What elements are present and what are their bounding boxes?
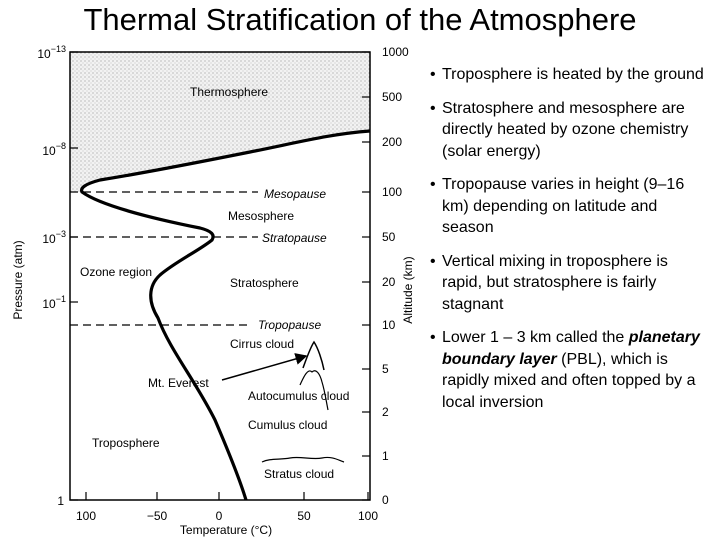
temperature-tick-labels: 100 −50 0 50 100 bbox=[76, 509, 378, 523]
label-autocumulus-cloud: Autocumulus cloud bbox=[248, 389, 349, 403]
temperature-ticks bbox=[85, 492, 369, 500]
temperature-profile bbox=[80, 129, 371, 501]
temperature-axis-label: Temperature (°C) bbox=[180, 523, 272, 537]
pbl-emphasis: planetary boundary layer bbox=[442, 329, 700, 368]
cirrus-cloud-shape bbox=[302, 340, 325, 371]
label-tropopause: Tropopause bbox=[258, 318, 321, 332]
temperature-tick: −50 bbox=[147, 509, 168, 523]
bullet-item: Tropopause varies in height (9–16 km) de… bbox=[428, 174, 712, 239]
altitude-tick: 1000 bbox=[382, 45, 409, 59]
altitude-tick: 20 bbox=[382, 275, 396, 289]
pressure-axis-label: Pressure (atm) bbox=[11, 240, 25, 319]
altitude-tick: 100 bbox=[382, 185, 402, 199]
altitude-tick: 1 bbox=[382, 449, 389, 463]
bullet-item: Vertical mixing in troposphere is rapid,… bbox=[428, 251, 712, 316]
thermosphere-shading bbox=[70, 52, 370, 192]
label-mt-everest: Mt. Everest bbox=[148, 376, 209, 390]
cumulus-cloud-shape bbox=[299, 370, 329, 411]
bullet-item: Stratosphere and mesosphere are directly… bbox=[428, 98, 712, 163]
mt-everest-arrow bbox=[221, 353, 308, 381]
altitude-axis-label: Altitude (km) bbox=[401, 256, 415, 323]
stratus-cloud-shape bbox=[261, 456, 345, 463]
altitude-tick: 5 bbox=[382, 362, 389, 376]
pressure-tick-2: 10−8 bbox=[42, 141, 66, 158]
label-troposphere: Troposphere bbox=[92, 436, 160, 450]
temperature-tick: 0 bbox=[216, 509, 223, 523]
label-cumulus-cloud: Cumulus cloud bbox=[248, 418, 327, 432]
pressure-tick-labels: 10−13 10−8 10−3 10−1 1 bbox=[37, 44, 66, 508]
altitude-tick: 0 bbox=[382, 493, 389, 507]
label-thermosphere: Thermosphere bbox=[190, 85, 268, 99]
altitude-tick: 10 bbox=[382, 318, 396, 332]
bullet-item: Troposphere is heated by the ground bbox=[428, 64, 712, 86]
temperature-tick: 100 bbox=[76, 509, 96, 523]
altitude-tick: 50 bbox=[382, 230, 396, 244]
pressure-tick-1: 10−13 bbox=[37, 44, 66, 61]
atmosphere-diagram: Thermosphere Mesopause Mesosphere Strato… bbox=[11, 44, 415, 537]
temperature-tick: 50 bbox=[297, 509, 311, 523]
bullet-list: Troposphere is heated by the ground Stra… bbox=[428, 64, 712, 425]
plot-frame bbox=[69, 51, 371, 501]
bullet-item: Lower 1 – 3 km called the planetary boun… bbox=[428, 327, 712, 413]
pressure-tick-3: 10−3 bbox=[42, 229, 66, 246]
pressure-tick-4: 10−1 bbox=[42, 294, 66, 311]
slide-title: Thermal Stratification of the Atmosphere bbox=[83, 2, 637, 37]
altitude-tick-labels: 1000 500 200 100 50 20 10 5 2 1 0 bbox=[382, 45, 409, 507]
pressure-tick-5: 1 bbox=[57, 494, 64, 508]
altitude-tick: 500 bbox=[382, 90, 402, 104]
altitude-tick: 200 bbox=[382, 135, 402, 149]
label-stratus-cloud: Stratus cloud bbox=[264, 467, 334, 481]
label-stratopause: Stratopause bbox=[262, 231, 327, 245]
label-cirrus-cloud: Cirrus cloud bbox=[230, 337, 294, 351]
label-stratosphere: Stratosphere bbox=[230, 276, 299, 290]
label-mesopause: Mesopause bbox=[264, 187, 326, 201]
altitude-tick: 2 bbox=[382, 405, 389, 419]
label-ozone-region: Ozone region bbox=[80, 265, 152, 279]
temperature-tick: 100 bbox=[358, 509, 378, 523]
altitude-ticks bbox=[362, 51, 370, 501]
label-mesosphere: Mesosphere bbox=[228, 209, 294, 223]
